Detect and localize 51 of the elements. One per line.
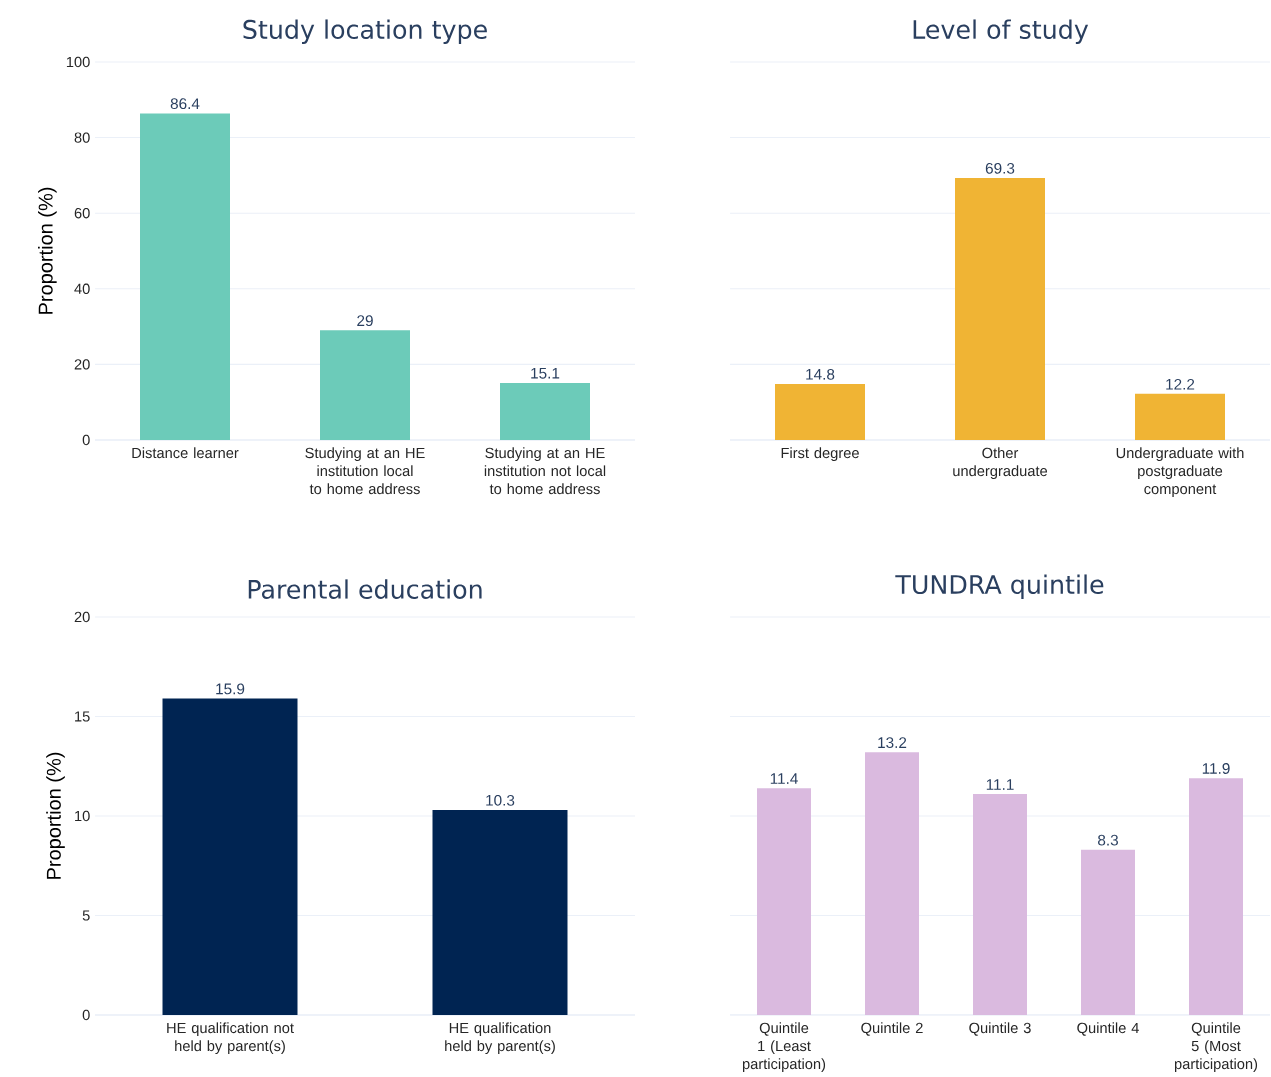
x-tick-label: Other undergraduate [953,447,1048,480]
data-label: 69.3 [985,162,1015,174]
data-label: 15.1 [531,367,560,379]
y-tick-label: 40 [74,283,90,294]
y-tick-label: 5 [82,910,90,921]
data-label: 13.2 [878,737,907,749]
data-label: 11.1 [986,779,1014,790]
bar [757,788,812,1015]
chart-title: Study location type [243,19,487,44]
bar [1189,778,1244,1015]
data-label: 8.3 [1098,834,1118,846]
x-tick-label: HE qualification not held by parent(s) [167,1022,294,1055]
chart-title: Level of study [913,19,1089,44]
x-tick-label: Quintile 3 [969,1022,1031,1036]
y-tick-label: 15 [75,711,90,722]
x-tick-label: Distance learner [132,447,239,459]
y-tick-label: 0 [82,434,90,446]
bar [865,752,920,1015]
x-tick-label: Quintile 2 [861,1022,923,1036]
data-label: 86.4 [170,98,200,110]
bar [973,794,1028,1015]
data-label: 14.8 [806,368,835,380]
y-tick-label: 20 [74,359,90,370]
bar [140,113,230,440]
y-tick-label: 0 [82,1009,90,1021]
y-axis-title: Proportion (%) [38,187,57,314]
x-tick-label: Quintile 1 (Least participation) [742,1022,826,1073]
x-tick-label: Undergraduate with postgraduate component [1116,447,1244,498]
data-label: 11.9 [1202,763,1230,774]
bar [1081,849,1135,1015]
y-tick-label: 100 [66,56,90,68]
y-tick-label: 60 [74,208,90,219]
x-tick-label: HE qualification held by parent(s) [445,1022,555,1055]
y-axis-title: Proportion (%) [46,752,65,879]
data-label: 11.4 [770,773,798,784]
data-label: 15.9 [216,683,245,695]
bar [500,382,590,440]
x-tick-label: Quintile 5 (Most participation) [1174,1022,1258,1073]
chart-title: Parental education [248,579,482,599]
chart-title: TUNDRA quintile [895,574,1104,599]
data-label: 12.2 [1166,378,1195,390]
bar [320,330,410,440]
x-tick-label: Quintile 4 [1077,1022,1139,1036]
data-label: 10.3 [486,794,515,806]
data-label: 29 [357,315,373,327]
x-tick-label: Studying at an HE institution local to home address [305,447,425,495]
x-tick-label: Studying at an HE institution not local to home address [484,447,606,495]
x-tick-label: First degree [781,447,859,462]
y-tick-label: 80 [74,132,90,143]
y-tick-label: 20 [74,611,90,623]
y-tick-label: 10 [75,810,90,822]
